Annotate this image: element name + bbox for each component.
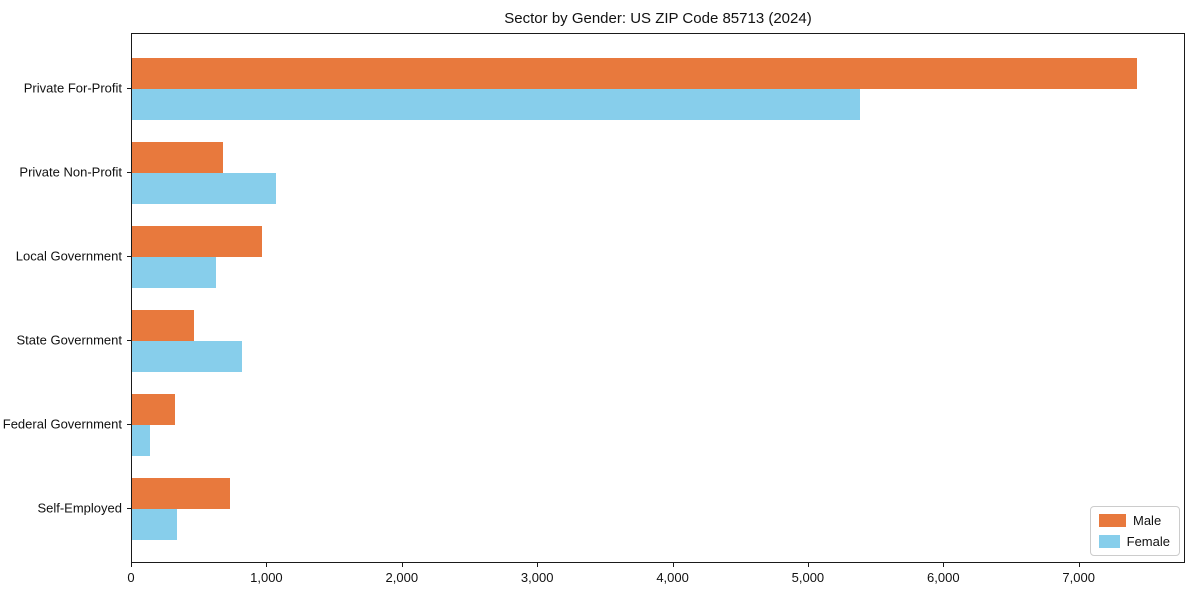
x-tick-mark [1078, 563, 1080, 567]
legend-swatch-female [1099, 535, 1120, 548]
bar-male-federal-government [132, 394, 176, 425]
y-tick-mark [127, 508, 131, 509]
y-tick-label-private-for-profit: Private For-Profit [23, 80, 122, 96]
bar-male-private-for-profit [132, 58, 1137, 89]
bar-female-federal-government [132, 425, 150, 456]
x-tick-mark [537, 563, 539, 567]
legend-swatch-male [1099, 514, 1126, 527]
y-tick-mark [127, 340, 131, 341]
chart-title: Sector by Gender: US ZIP Code 85713 (202… [504, 10, 812, 27]
y-tick-label-federal-government: Federal Government [2, 416, 122, 432]
legend-entry-female: Female [1099, 534, 1170, 549]
x-tick-label: 1,000 [250, 570, 283, 585]
y-tick-label-self-employed: Self-Employed [37, 500, 122, 516]
bar-female-local-government [132, 257, 216, 288]
bar-male-state-government [132, 310, 195, 341]
bar-male-private-non-profit [132, 142, 223, 173]
y-tick-mark [127, 172, 131, 173]
x-tick-label: 0 [127, 570, 135, 585]
bar-male-self-employed [132, 478, 230, 509]
legend-entry-male: Male [1099, 513, 1170, 528]
y-tick-mark [127, 88, 131, 89]
bar-female-state-government [132, 341, 242, 372]
bar-female-private-non-profit [132, 173, 276, 204]
x-tick-mark [807, 563, 809, 567]
y-tick-label-private-non-profit: Private Non-Profit [19, 164, 122, 180]
legend-label-female: Female [1126, 534, 1170, 549]
x-tick-label: 4,000 [656, 570, 689, 585]
x-tick-label: 5,000 [791, 570, 825, 585]
x-tick-label: 7,000 [1062, 570, 1095, 585]
x-tick-label: 2,000 [385, 570, 419, 585]
bar-female-self-employed [132, 509, 177, 540]
y-tick-mark [127, 256, 131, 257]
bar-male-local-government [132, 226, 262, 257]
x-tick-mark [131, 563, 132, 567]
x-tick-mark [266, 563, 268, 567]
x-tick-label: 3,000 [520, 570, 554, 585]
legend: Male Female [1090, 506, 1180, 556]
bar-female-private-for-profit [132, 89, 861, 120]
y-tick-label-local-government: Local Government [15, 248, 122, 264]
plot-area [131, 33, 1185, 563]
y-tick-label-state-government: State Government [16, 332, 123, 348]
x-tick-mark [672, 563, 674, 567]
x-tick-label: 6,000 [927, 570, 960, 585]
x-tick-mark [943, 563, 945, 567]
x-tick-mark [401, 563, 403, 567]
y-tick-mark [127, 424, 131, 425]
legend-label-male: Male [1133, 513, 1162, 528]
